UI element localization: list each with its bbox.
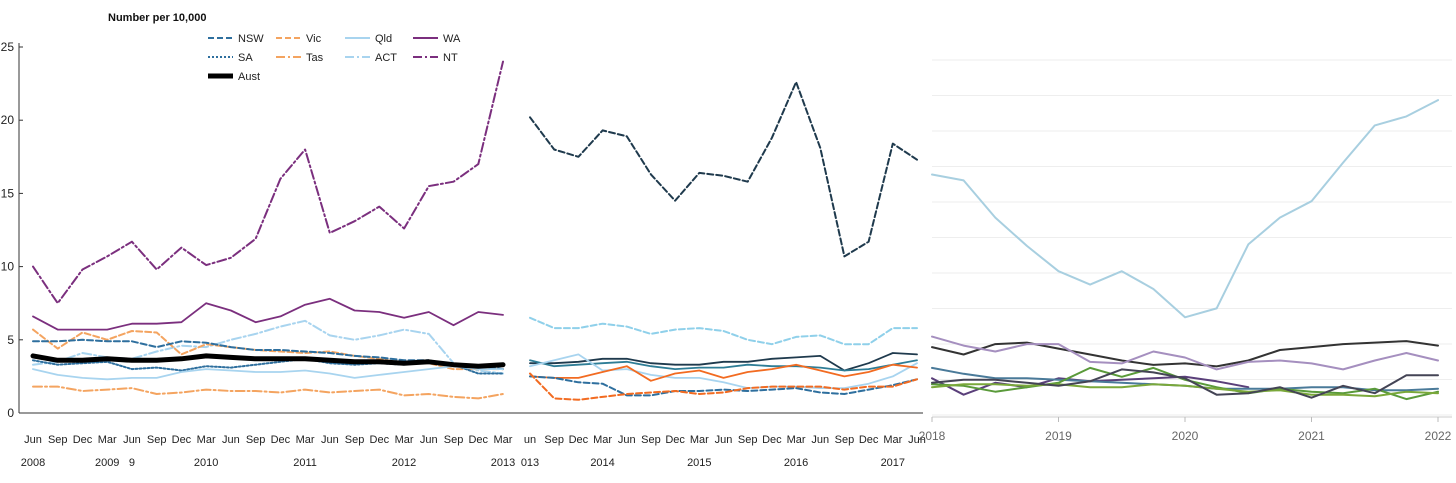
legend-label-sa: SA [238,52,253,64]
y-tick-label: 0 [7,406,14,420]
middle-x-year-label: 2015 [687,457,711,469]
middle-x-tick-label: Sep [738,434,758,446]
middle-series-teal [529,359,918,372]
left-x-tick-label: Mar [296,434,315,446]
left-x-tick-label: Sep [444,434,464,446]
legend-label-wa: WA [443,33,461,45]
right-x-tick-label: 2022 [1425,429,1452,443]
left-x-tick-label: Jun [321,434,339,446]
right-x-tick-label: 2021 [1298,429,1325,443]
left-x-year-label: 2010 [194,457,218,469]
middle-x-year-label: 2017 [881,457,905,469]
middle-series-light [529,353,918,390]
left-x-tick-label: Mar [494,434,513,446]
middle-x-year-label: 2014 [590,457,614,469]
left-x-year-label: 2011 [293,457,317,469]
middle-x-tick-label: Sep [835,434,855,446]
left-x-year-label: 2013 [491,457,515,469]
right-series-green [931,366,1439,401]
left-x-tick-label: Jun [420,434,438,446]
middle-x-tick-label: Mar [787,434,806,446]
middle-series-orange-dashed [529,372,918,401]
legend-label-tas: Tas [306,52,324,64]
middle-series-orange [529,363,918,382]
right-x-tick-label: 2018 [919,429,946,443]
left-x-tick-label: Sep [345,434,365,446]
middle-x-tick-label: Jun [618,434,636,446]
left-x-tick-label: Jun [123,434,141,446]
y-tick-label: 25 [1,40,15,54]
right-series-lavender [931,335,1439,371]
right-series-black [931,340,1439,368]
middle-series-nt [529,81,918,258]
legend: NSW Vic Qld WA SA Tas ACT NT Aust [208,33,461,83]
left-x-tick-label: Sep [147,434,167,446]
left-x-tick-label: Dec [370,434,390,446]
middle-x-tick-label: Dec [859,434,879,446]
middle-series-dark [529,352,918,372]
middle-series-act [529,316,918,346]
right-series-charcoal [931,368,1439,399]
middle-x-tick-label: Jun [908,434,926,446]
legend-label-aust: Aust [238,71,260,83]
left-series-wa [32,297,504,331]
left-x-tick-label: Jun [24,434,42,446]
middle-x-tick-label: Mar [690,434,709,446]
y-tick-label: 10 [1,260,15,274]
left-x-tick-label: Sep [246,434,266,446]
left-series-aust [30,353,506,369]
left-x-tick-label: Mar [98,434,117,446]
legend-label-act: ACT [375,52,397,64]
left-x-year-label: 2009 [95,457,119,469]
right-series-light-blue [931,99,1439,319]
right-series-olive [931,383,1439,398]
middle-series-navy-dashed [529,375,918,397]
left-x-year-label: 2008 [21,457,45,469]
left-series-nsw [32,338,504,371]
left-x-tick-label: Mar [395,434,414,446]
legend-label-nsw: NSW [238,33,264,45]
left-x-tick-label: Dec [271,434,291,446]
y-tick-label: 5 [7,333,14,347]
legend-label-nt: NT [443,52,458,64]
legend-label-vic: Vic [306,33,322,45]
middle-x-tick-label: Sep [641,434,661,446]
right-x-tick-label: 2020 [1172,429,1199,443]
left-series-qld [32,365,504,381]
middle-x-tick-label: Jun [715,434,733,446]
series-lines [30,60,1439,401]
y-tick-label: 15 [1,186,15,200]
right-x-tick-label: 2019 [1045,429,1072,443]
left-series-tas [32,385,504,400]
left-x-year-label: 2012 [392,457,416,469]
middle-x-tick-label: Jun [811,434,829,446]
y-tick-label: 20 [1,113,15,127]
middle-x-year-label: 2016 [784,457,808,469]
y-axis-title: Number per 10,000 [108,12,206,24]
middle-x-tick-label: un [524,434,536,446]
legend-label-qld: Qld [375,33,392,45]
middle-x-tick-label: Mar [593,434,612,446]
left-x-tick-label: Mar [197,434,216,446]
left-x-tick-label: Dec [73,434,93,446]
left-x-tick-label: Dec [468,434,488,446]
middle-x-tick-label: Mar [883,434,902,446]
middle-x-tick-label: Dec [762,434,782,446]
middle-x-tick-label: Sep [544,434,564,446]
middle-x-tick-label: Dec [665,434,685,446]
left-series-nt [32,60,504,305]
left-x-tick-label: Dec [172,434,192,446]
left-x-tick-label: Jun [222,434,240,446]
middle-x-tick-label: Dec [569,434,589,446]
left-x-year-label: 9 [129,457,135,469]
middle-x-year-label: 013 [521,457,539,469]
left-x-tick-label: Sep [48,434,68,446]
